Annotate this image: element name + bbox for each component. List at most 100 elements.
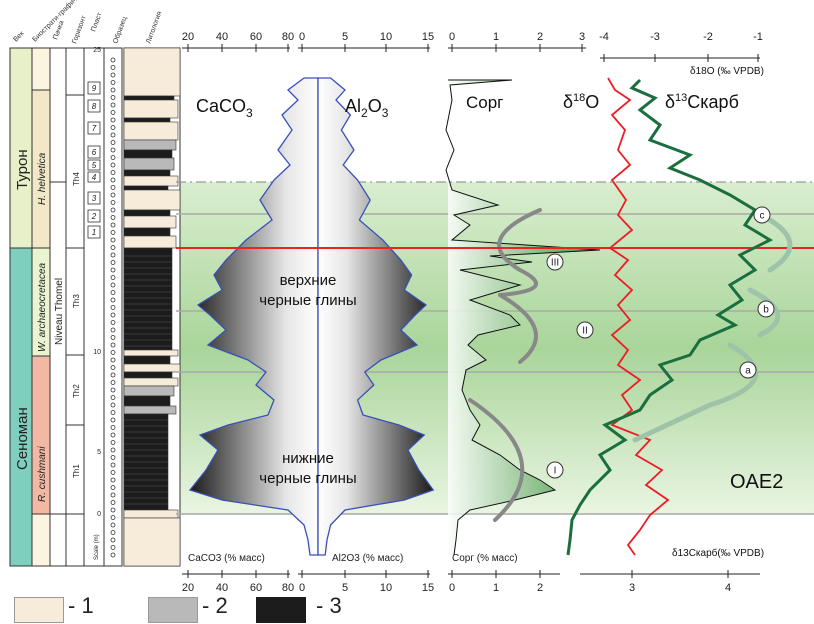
sample-dot — [110, 95, 116, 100]
corg-top-axis-tick-label: 0 — [449, 31, 455, 43]
scale-tick: 10 — [93, 349, 101, 356]
upper-black-clays-1: верхние — [280, 272, 337, 289]
al2o3-top-axis-tick-label: 10 — [380, 31, 392, 43]
scale-tick: 25 — [93, 47, 101, 54]
sample-dot — [110, 117, 116, 123]
lithology-bed — [123, 117, 171, 123]
corg-bottom-axis-tick-label: 2 — [537, 582, 543, 594]
sample-dot — [110, 200, 116, 205]
sample-dot — [110, 417, 116, 423]
sample-dot — [110, 402, 116, 408]
legend-label-2: - 2 — [202, 593, 228, 618]
sample-dot — [110, 462, 116, 468]
zone-bottom-cell — [31, 513, 51, 567]
lithology-bed — [123, 247, 173, 351]
scale-tick: 5 — [97, 449, 101, 456]
sample-dot — [110, 252, 116, 258]
oae2-label: OAE2 — [730, 471, 783, 493]
sample-dot — [110, 387, 116, 393]
header-plast: Пласт — [90, 11, 104, 33]
sample-dot — [110, 72, 116, 78]
al2o3-bottom-axis-tick-label: 5 — [342, 582, 348, 594]
sample-dot — [110, 282, 116, 288]
legend-swatch-marl — [148, 597, 198, 623]
caco3-top-axis-tick-label: 40 — [216, 31, 228, 43]
corg-trend-I — [468, 398, 525, 522]
lithology-bed — [123, 405, 177, 415]
bed-label: 6 — [92, 148, 97, 157]
sample-dot — [110, 372, 116, 378]
sample-dot — [110, 492, 116, 498]
zone-helvetica-label: H. helvetica — [37, 152, 48, 205]
lower-black-clays-1: нижние — [282, 450, 334, 467]
header-vek: Век — [12, 30, 26, 44]
corg-peak-marker — [576, 321, 594, 339]
bed-label: 5 — [92, 161, 97, 170]
corg-bottom-axis-tick-label: 1 — [493, 582, 499, 594]
caco3-area — [188, 77, 319, 556]
corg-unit-label: Сорг (% масс) — [452, 553, 518, 564]
sample-dot — [110, 132, 116, 138]
d13c-trend-b — [747, 287, 781, 338]
sample-dot — [110, 305, 116, 310]
corg-peak-marker — [546, 253, 564, 271]
bed-label: 2 — [91, 212, 97, 221]
bed-label: 1 — [92, 228, 96, 237]
d18o-top-axis-tick-label: -2 — [703, 31, 713, 43]
sample-dot — [110, 545, 116, 550]
sample-dot — [110, 312, 116, 318]
zone-archaeo-label: W. archaeocretacea — [37, 262, 48, 352]
sample-dot — [110, 365, 116, 370]
legend-swatch-black-shale — [256, 597, 306, 623]
d18o-top-axis-tick-label: -3 — [650, 31, 660, 43]
lithology-bed — [123, 139, 177, 151]
sample-dot — [110, 57, 116, 63]
lithology-bed — [123, 509, 179, 519]
header-litologiya: Литология — [145, 10, 163, 44]
lithology-bed — [123, 99, 179, 119]
sample-dot — [110, 470, 116, 475]
sample-dot — [110, 395, 116, 400]
sample-dot — [110, 380, 116, 385]
stage-cenoman-cell — [9, 247, 33, 567]
bed-label: 7 — [92, 124, 97, 133]
stage-cenoman-label: Сеноман — [14, 407, 31, 470]
legend-label-1: - 1 — [68, 593, 94, 618]
sample-dot — [110, 215, 116, 220]
d13c-peak-label: b — [763, 305, 769, 316]
sample-dot — [110, 522, 116, 528]
sample-dot — [110, 185, 116, 190]
lithology-bed — [123, 355, 171, 365]
lithology-bed — [123, 349, 179, 357]
lithology-bed — [123, 149, 173, 159]
sample-dot — [110, 515, 116, 520]
bed-label: 4 — [92, 173, 97, 182]
corg-plot — [445, 79, 601, 556]
lithology-bed — [123, 157, 175, 171]
axes: 20 40 60 80 0 5 10 15 0 1 2 3 -4 -3 -2 -120 40 60 80 0 5 10 15… — [182, 31, 763, 594]
lithology-bed — [123, 385, 175, 397]
caco3-top-axis-tick-label: 20 — [182, 31, 194, 43]
sample-dot — [110, 267, 116, 273]
sample-dot — [110, 432, 116, 438]
sample-dot — [110, 335, 116, 340]
sample-dot — [110, 222, 116, 228]
sample-dot — [110, 87, 116, 93]
lithology-bed — [123, 169, 171, 177]
niveau-thomel-cell — [49, 181, 67, 515]
sample-dot — [110, 410, 116, 415]
sample-dot — [110, 230, 116, 235]
d13c-trend-a — [632, 342, 759, 443]
lithology-bed — [123, 47, 181, 97]
corg-fill — [446, 80, 600, 555]
sample-dot — [110, 177, 116, 183]
bed-label: 8 — [92, 102, 97, 111]
al2o3-area — [317, 77, 435, 556]
isotope-plot — [566, 77, 793, 556]
lithology-column — [123, 47, 181, 567]
d13c-curve — [566, 78, 774, 556]
lithology-bed — [123, 175, 179, 187]
sample-dot — [110, 297, 116, 303]
sample-dot — [110, 65, 116, 70]
bed-label: 9 — [92, 84, 97, 93]
